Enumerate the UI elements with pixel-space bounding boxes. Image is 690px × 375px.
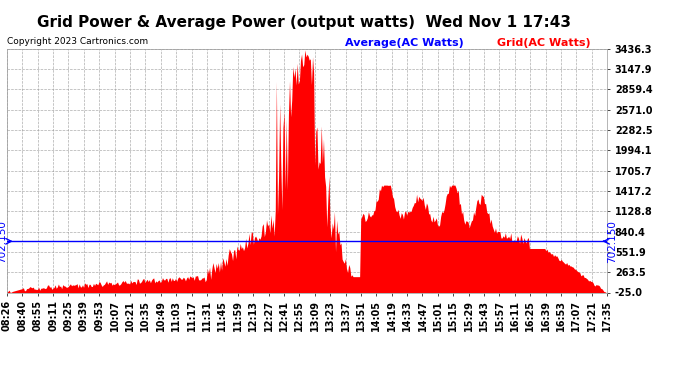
Text: 702.150: 702.150 bbox=[607, 220, 617, 263]
Text: Copyright 2023 Cartronics.com: Copyright 2023 Cartronics.com bbox=[7, 38, 148, 46]
Text: Average(AC Watts): Average(AC Watts) bbox=[345, 38, 464, 48]
Text: Grid(AC Watts): Grid(AC Watts) bbox=[497, 38, 591, 48]
Text: 702.150: 702.150 bbox=[0, 220, 7, 263]
Text: Grid Power & Average Power (output watts)  Wed Nov 1 17:43: Grid Power & Average Power (output watts… bbox=[37, 15, 571, 30]
